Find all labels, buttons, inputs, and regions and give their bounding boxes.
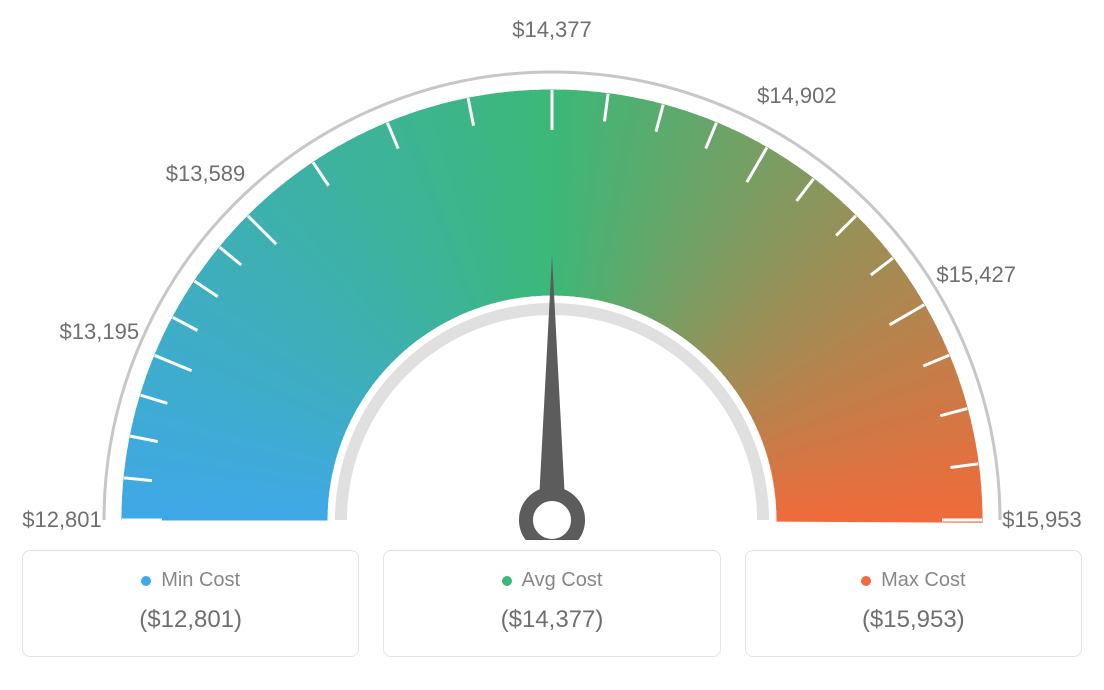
legend-label-text: Avg Cost (522, 569, 603, 592)
gauge-area: $12,801 $13,195 $13,589 $14,377 $14,902 $15,4… (0, 0, 1104, 540)
legend-value-max: ($15,953) (756, 606, 1071, 634)
gauge-tick-label: $14,902 (757, 83, 837, 109)
legend-label-text: Min Cost (161, 569, 240, 592)
legend-label-max: Max Cost (861, 569, 965, 592)
gauge-tick-label: $15,953 (1002, 507, 1082, 533)
gauge-tick-label: $12,801 (22, 507, 102, 533)
dot-icon (861, 576, 871, 586)
legend-row: Min Cost ($12,801) Avg Cost ($14,377) Ma… (0, 540, 1104, 657)
legend-card-min: Min Cost ($12,801) (22, 550, 359, 657)
dot-icon (141, 576, 151, 586)
legend-label-min: Min Cost (141, 569, 240, 592)
legend-label-text: Max Cost (881, 569, 965, 592)
dot-icon (502, 576, 512, 586)
gauge-tick-label: $13,195 (60, 319, 140, 345)
cost-gauge-widget: $12,801 $13,195 $13,589 $14,377 $14,902 $15,4… (0, 0, 1104, 690)
legend-value-avg: ($14,377) (394, 606, 709, 634)
legend-value-min: ($12,801) (33, 606, 348, 634)
legend-card-max: Max Cost ($15,953) (745, 550, 1082, 657)
gauge-tick-label: $14,377 (512, 17, 592, 43)
gauge-tick-label: $13,589 (166, 161, 246, 187)
legend-label-avg: Avg Cost (502, 569, 603, 592)
legend-card-avg: Avg Cost ($14,377) (383, 550, 720, 657)
gauge-tick-label: $15,427 (936, 262, 1016, 288)
